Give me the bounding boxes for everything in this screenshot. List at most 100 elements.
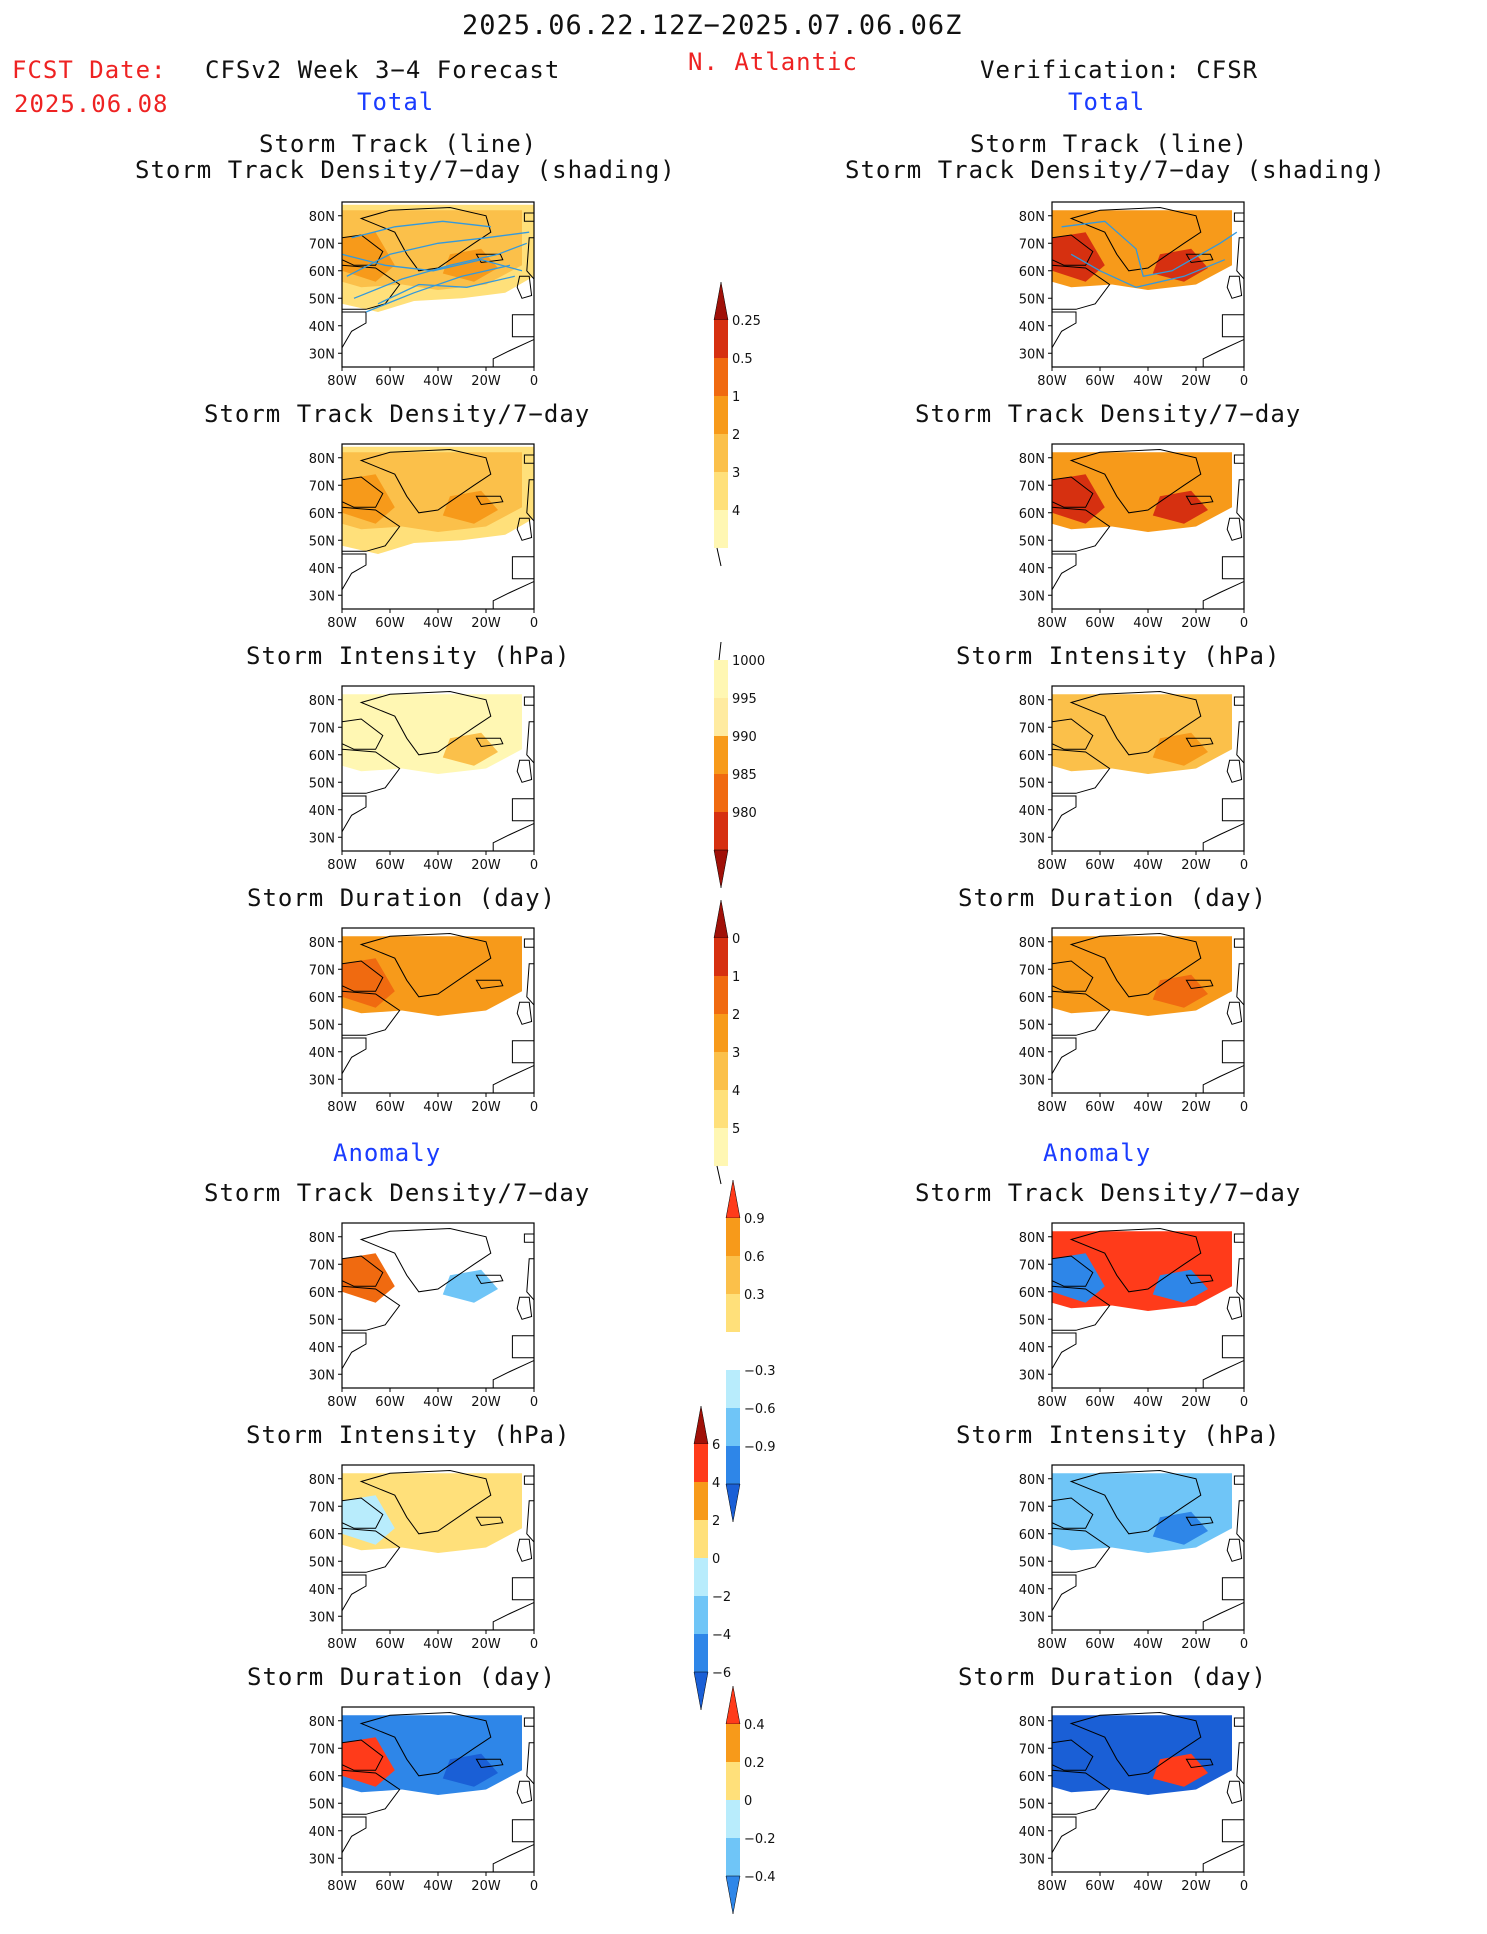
coastline — [1221, 1335, 1244, 1359]
coastline — [1202, 822, 1244, 851]
y-tick-label: 60N — [309, 1770, 335, 1785]
coastline — [1185, 495, 1214, 506]
coastline — [1185, 253, 1214, 264]
coastline — [359, 1227, 492, 1293]
colorbar-label: 990 — [732, 730, 757, 745]
coastline — [526, 1742, 534, 1785]
colorbar-svg: 0.9 0.6 0.3 −0.3 −0.6 −0.9 — [725, 1179, 776, 1523]
coastline — [342, 960, 384, 992]
coastline — [1185, 1274, 1214, 1285]
coastline — [1069, 1227, 1202, 1293]
colorbar-tail — [716, 1165, 722, 1185]
coastline — [523, 1475, 534, 1485]
total-right-label: Total — [1068, 88, 1146, 116]
colorbar-swatch — [714, 812, 728, 850]
coastline — [523, 212, 534, 222]
shading-region — [342, 1737, 395, 1787]
map-panel: 80N 70N 60N 50N 40N 30N 80W 60W 40W 20W 0 — [292, 197, 554, 392]
coastline — [523, 938, 534, 948]
coastline — [359, 1711, 492, 1777]
colorbar-label: 2 — [712, 1514, 720, 1529]
panel-title: Storm Track Density/7−day (shading) — [845, 156, 1386, 184]
colorbar-swatch — [694, 1634, 708, 1672]
coastline — [1202, 1601, 1244, 1630]
y-tick-label: 70N — [309, 237, 335, 252]
coastline — [492, 338, 534, 367]
coastline — [342, 1255, 384, 1287]
y-tick-label: 60N — [309, 1286, 335, 1301]
y-tick-label: 60N — [1019, 749, 1045, 764]
y-tick-label: 60N — [1019, 507, 1045, 522]
x-tick-label: 60W — [1085, 616, 1115, 631]
coastline — [1236, 721, 1244, 764]
y-tick-label: 50N — [309, 1313, 335, 1328]
coastline — [1233, 1717, 1244, 1727]
x-tick-label: 0 — [1240, 1879, 1248, 1894]
x-tick-label: 60W — [1085, 1100, 1115, 1115]
coastline — [1221, 1577, 1244, 1601]
map-panel: 80N 70N 60N 50N 40N 30N 80W 60W 40W 20W 0 — [292, 439, 554, 634]
y-tick-label: 50N — [1019, 1797, 1045, 1812]
colorbar-swatch — [693, 1671, 709, 1711]
panel-title: Storm Duration (day) — [958, 884, 1267, 912]
coastline — [1233, 1233, 1244, 1243]
shading-region — [1152, 1511, 1208, 1545]
x-tick-label: 20W — [471, 374, 501, 389]
x-tick-label: 60W — [1085, 1395, 1115, 1410]
coastline — [523, 1233, 534, 1243]
coastline — [1236, 237, 1244, 280]
colorbar-label: 0 — [732, 932, 740, 947]
coastline — [1052, 311, 1077, 367]
storm-track-line — [377, 275, 515, 305]
coastline — [1233, 454, 1244, 464]
y-tick-label: 70N — [1019, 1258, 1045, 1273]
coastline — [1226, 275, 1243, 299]
coastline — [1202, 580, 1244, 609]
y-tick-label: 70N — [309, 1742, 335, 1757]
y-tick-label: 30N — [309, 1073, 335, 1088]
x-tick-label: 80W — [1037, 858, 1067, 873]
coastline — [1236, 1258, 1244, 1301]
coastline — [1236, 1742, 1244, 1785]
x-tick-label: 20W — [1181, 858, 1211, 873]
colorbar-label: −0.4 — [744, 1870, 776, 1885]
y-tick-label: 30N — [309, 589, 335, 604]
coastline — [475, 979, 504, 990]
x-tick-label: 20W — [471, 1100, 501, 1115]
x-tick-label: 20W — [1181, 1637, 1211, 1652]
coastline — [516, 1538, 533, 1562]
shading-region — [1052, 1473, 1232, 1553]
coastline — [342, 1332, 367, 1388]
coastline — [1221, 798, 1244, 822]
x-tick-label: 40W — [1133, 1637, 1163, 1652]
colorbar-label: −6 — [712, 1666, 731, 1681]
shading-region — [342, 232, 395, 282]
storm-track-line — [1061, 220, 1238, 278]
coastline — [1226, 1296, 1243, 1320]
x-tick-label: 60W — [375, 858, 405, 873]
shading-region — [442, 1753, 498, 1787]
coastline — [342, 1285, 401, 1331]
coastline — [342, 1769, 401, 1815]
y-tick-label: 40N — [1019, 1825, 1045, 1840]
map-svg: 80N 70N 60N 50N 40N 30N 80W 60W 40W 20W 0 — [309, 685, 538, 873]
y-tick-label: 60N — [309, 1528, 335, 1543]
storm-track-line — [365, 264, 511, 313]
y-tick-label: 70N — [309, 1258, 335, 1273]
y-tick-label: 70N — [1019, 721, 1045, 736]
x-tick-label: 80W — [1037, 1100, 1067, 1115]
coastline — [342, 506, 401, 552]
map-svg: 80N 70N 60N 50N 40N 30N 80W 60W 40W 20W 0 — [1019, 1222, 1248, 1410]
panel-title: Storm Track Density/7−day — [204, 1179, 591, 1207]
coastline — [1221, 556, 1244, 580]
colorbar-svg: 0 1 2 3 4 5 — [713, 899, 740, 1185]
coastline — [1052, 553, 1077, 609]
map-panel: 80N 70N 60N 50N 40N 30N 80W 60W 40W 20W 0 — [1002, 439, 1264, 634]
y-tick-label: 30N — [309, 1610, 335, 1625]
x-tick-label: 80W — [327, 374, 357, 389]
colorbar-svg: 0.25 0.5 1 2 3 4 — [713, 281, 761, 567]
colorbar-swatch — [714, 1014, 728, 1052]
x-tick-label: 0 — [1240, 858, 1248, 873]
colorbar-label: −2 — [712, 1590, 731, 1605]
coastline — [511, 1040, 534, 1064]
